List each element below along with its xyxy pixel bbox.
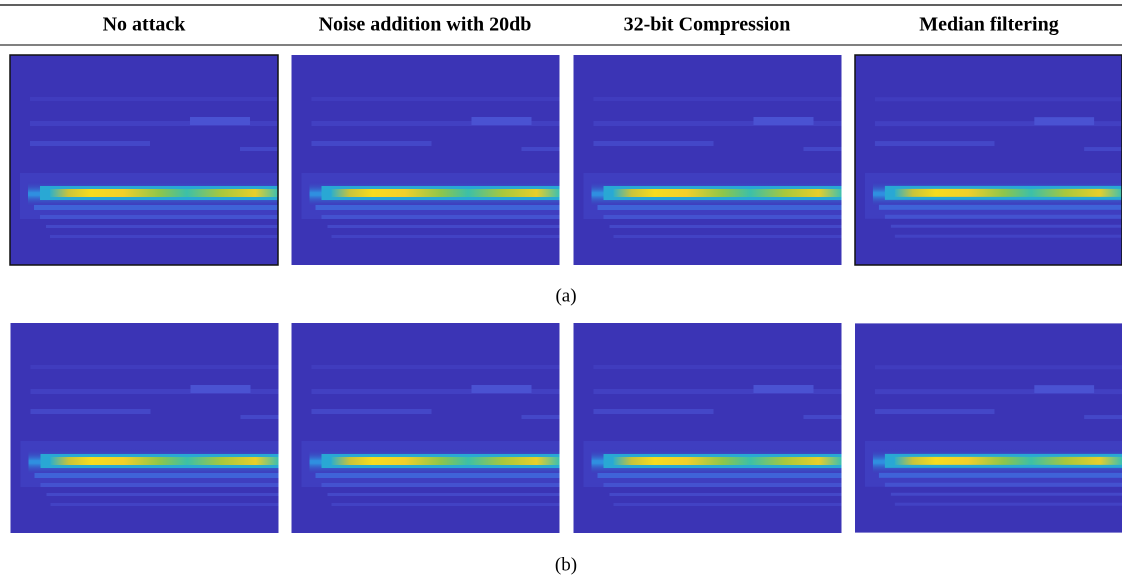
column-header: No attack xyxy=(103,14,187,36)
row-caption: (a) xyxy=(555,285,576,306)
spectrogram xyxy=(573,323,842,533)
spectrogram xyxy=(573,55,842,265)
column-header: 32-bit Compression xyxy=(624,14,791,36)
column-header: Noise addition with 20db xyxy=(319,14,532,36)
row-caption: (b) xyxy=(555,554,577,575)
spectrogram xyxy=(855,55,1122,265)
spectrogram xyxy=(291,55,560,265)
spectrogram xyxy=(855,323,1122,533)
spectrogram xyxy=(10,55,278,265)
panel-border xyxy=(854,54,1122,266)
panel-border xyxy=(9,54,279,266)
spectrogram xyxy=(291,323,560,533)
column-header: Median filtering xyxy=(919,14,1058,36)
spectrogram xyxy=(10,323,279,533)
